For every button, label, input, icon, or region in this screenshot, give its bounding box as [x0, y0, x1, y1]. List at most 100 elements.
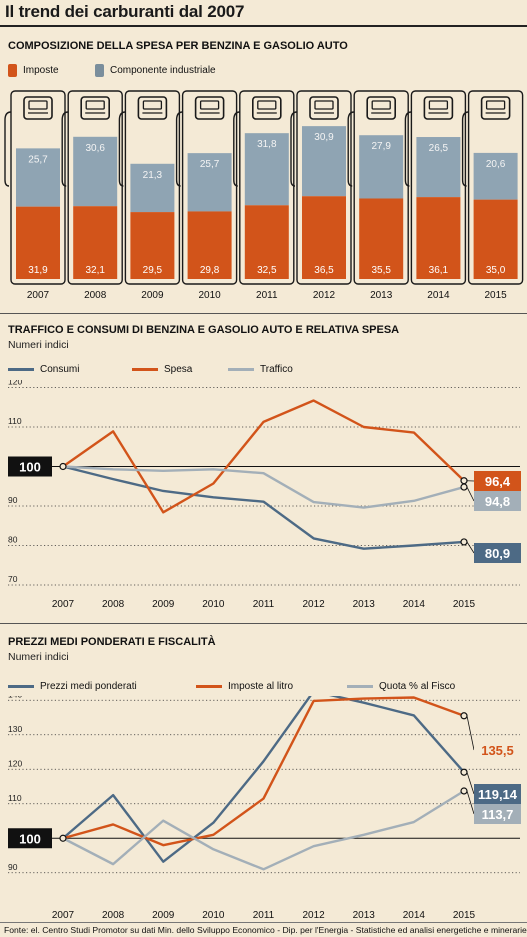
- x-tick-label-2009: 2009: [152, 910, 175, 921]
- x-tick-label-2012: 2012: [303, 599, 326, 610]
- pump-screen-icon: [142, 100, 163, 110]
- pump-hose-icon: [290, 111, 298, 187]
- x-tick-label-2010: 2010: [202, 599, 225, 610]
- x-tick-label-2008: 2008: [84, 290, 107, 301]
- legend-quota-fisco-swatch: [347, 685, 373, 688]
- x-tick-label-2010: 2010: [202, 910, 225, 921]
- bar-imposte-2013: [359, 198, 404, 279]
- x-tick-label-2009: 2009: [141, 290, 164, 301]
- pump-screen-icon: [371, 100, 391, 110]
- section3-title: PREZZI MEDI PONDERATI E FISCALITÀ: [8, 636, 216, 648]
- legend-prezzi-swatch: [8, 685, 34, 688]
- pump-display-icon: [366, 96, 397, 120]
- x-tick-label-2012: 2012: [313, 290, 336, 301]
- series-line-spesa: [62, 399, 465, 514]
- baseline-100-badge: [8, 828, 52, 849]
- pump-display-icon: [194, 96, 225, 120]
- label-componente-2008: 30,6: [85, 143, 105, 154]
- section-divider: [0, 313, 527, 314]
- y-tick-label: 90: [8, 862, 18, 872]
- pump-screen-icon: [199, 100, 220, 110]
- x-tick-label-2014: 2014: [427, 290, 450, 301]
- x-tick-label-2014: 2014: [403, 599, 426, 610]
- end-label-leader: [466, 790, 475, 815]
- bar-imposte-2010: [187, 211, 232, 279]
- x-tick-label-2008: 2008: [102, 910, 125, 921]
- end-marker: [460, 483, 468, 491]
- x-tick-label-2007: 2007: [52, 910, 75, 921]
- pump-body-outline: [296, 90, 352, 285]
- section2-title: TRAFFICO E CONSUMI DI BENZINA E GASOLIO …: [8, 324, 400, 336]
- x-tick-label-2012: 2012: [303, 910, 326, 921]
- bar-componente-industriale-2012: [302, 126, 346, 197]
- legend-spesa-label: Spesa: [164, 364, 193, 375]
- legend-componente-label: Componente industriale: [110, 65, 216, 76]
- pump-display-icon: [252, 96, 282, 120]
- pump-screen-icon: [485, 100, 506, 110]
- title-rule: [0, 25, 527, 27]
- legend-quota-fisco-label: Quota % al Fisco: [379, 681, 456, 692]
- x-tick-label-2007: 2007: [52, 599, 75, 610]
- end-label-box: [474, 543, 521, 563]
- end-label-box: [474, 784, 521, 804]
- legend-prezzi: Prezzi medi ponderati: [8, 681, 137, 692]
- x-tick-label-2009: 2009: [152, 599, 175, 610]
- section-divider: [0, 623, 527, 624]
- chart-prezzi-fiscalita: 90110120130140150100135,5119,14113,72007…: [8, 696, 521, 921]
- bar-componente-industriale-2010: [187, 153, 232, 212]
- x-tick-label-2010: 2010: [198, 290, 221, 301]
- y-tick-label: 130: [8, 724, 22, 734]
- label-imposte-2014: 36,1: [429, 265, 449, 276]
- legend-componente: Componente industriale: [95, 64, 216, 77]
- legend-prezzi-label: Prezzi medi ponderati: [40, 681, 137, 692]
- y-tick-label: 110: [8, 793, 22, 803]
- end-label-value: 119,14: [478, 787, 518, 802]
- label-imposte-2011: 32,5: [257, 265, 277, 276]
- label-imposte-2012: 36,5: [314, 265, 334, 276]
- bar-componente-industriale-2007: [16, 148, 60, 207]
- series-line-quota-al-fisco: [62, 789, 465, 871]
- end-label-box: [474, 740, 521, 760]
- bar-componente-industriale-2008: [73, 136, 118, 207]
- legend-spesa-swatch: [132, 368, 158, 371]
- x-tick-label-2011: 2011: [253, 599, 275, 610]
- y-tick-label: 90: [8, 495, 18, 505]
- label-componente-2015: 20,6: [486, 159, 506, 170]
- x-tick-label-2013: 2013: [370, 290, 393, 301]
- x-tick-label-2011: 2011: [253, 910, 275, 921]
- end-label-value: 80,9: [485, 546, 510, 561]
- legend-spesa: Spesa: [132, 364, 192, 375]
- x-tick-label-2015: 2015: [453, 599, 476, 610]
- end-marker: [460, 538, 468, 546]
- label-componente-2007: 25,7: [28, 154, 48, 165]
- pump-display-icon: [80, 96, 110, 120]
- label-componente-2011: 31,8: [257, 139, 277, 150]
- x-tick-label-2008: 2008: [102, 599, 125, 610]
- end-label-leader: [466, 772, 475, 795]
- end-marker: [460, 787, 468, 795]
- baseline-100-label: 100: [19, 831, 41, 846]
- series-line-prezzi-medi-ponderati: [62, 696, 465, 863]
- pump-display-icon: [423, 96, 454, 120]
- label-componente-2009: 21,3: [143, 170, 163, 181]
- chart-composizione-spesa: 25,7 31,9 2007 30,6 32,1 2008 21,3 29,5 2009 25,7…: [4, 90, 524, 301]
- y-tick-label: 110: [8, 416, 22, 426]
- pump-hose-icon: [4, 111, 12, 187]
- label-imposte-2008: 32,1: [85, 265, 105, 276]
- page-title: Il trend dei carburanti dal 2007: [5, 2, 245, 21]
- section3-subtitle: Numeri indici: [8, 651, 69, 663]
- label-componente-2012: 30,9: [314, 132, 334, 143]
- baseline-100-badge: [8, 456, 52, 477]
- pump-display-icon: [309, 96, 339, 120]
- y-tick-label: 80: [8, 535, 18, 545]
- legend-quota-fisco: Quota % al Fisco: [347, 681, 455, 692]
- series-line-imposte-al-litro: [62, 696, 465, 847]
- section1-title: COMPOSIZIONE DELLA SPESA PER BENZINA E G…: [8, 40, 348, 52]
- legend-traffico-swatch: [228, 368, 254, 371]
- legend-traffico-label: Traffico: [260, 364, 293, 375]
- start-marker: [59, 834, 67, 842]
- pump-hose-icon: [233, 111, 240, 187]
- bar-imposte-2008: [73, 206, 118, 279]
- pump-screen-icon: [85, 100, 105, 110]
- end-label-box: [474, 471, 521, 491]
